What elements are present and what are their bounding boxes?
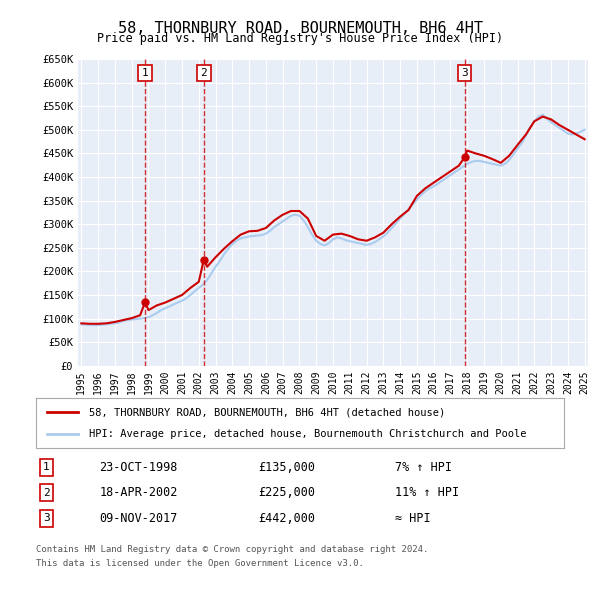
Text: 3: 3 [43,513,50,523]
Text: This data is licensed under the Open Government Licence v3.0.: This data is licensed under the Open Gov… [36,559,364,568]
Text: 2: 2 [43,488,50,498]
Text: 7% ↑ HPI: 7% ↑ HPI [395,461,452,474]
Text: 58, THORNBURY ROAD, BOURNEMOUTH, BH6 4HT: 58, THORNBURY ROAD, BOURNEMOUTH, BH6 4HT [118,21,482,35]
Text: 1: 1 [43,463,50,472]
Text: 18-APR-2002: 18-APR-2002 [100,486,178,499]
Text: HPI: Average price, detached house, Bournemouth Christchurch and Poole: HPI: Average price, detached house, Bour… [89,430,526,440]
Text: 09-NOV-2017: 09-NOV-2017 [100,512,178,525]
Text: £442,000: £442,000 [258,512,315,525]
Text: 3: 3 [461,68,468,78]
Text: Contains HM Land Registry data © Crown copyright and database right 2024.: Contains HM Land Registry data © Crown c… [36,545,428,553]
Text: 58, THORNBURY ROAD, BOURNEMOUTH, BH6 4HT (detached house): 58, THORNBURY ROAD, BOURNEMOUTH, BH6 4HT… [89,407,445,417]
Text: 2: 2 [200,68,207,78]
Text: 23-OCT-1998: 23-OCT-1998 [100,461,178,474]
Text: 11% ↑ HPI: 11% ↑ HPI [395,486,459,499]
Text: ≈ HPI: ≈ HPI [395,512,431,525]
Text: £135,000: £135,000 [258,461,315,474]
Text: £225,000: £225,000 [258,486,315,499]
Text: 1: 1 [142,68,148,78]
Text: Price paid vs. HM Land Registry's House Price Index (HPI): Price paid vs. HM Land Registry's House … [97,32,503,45]
